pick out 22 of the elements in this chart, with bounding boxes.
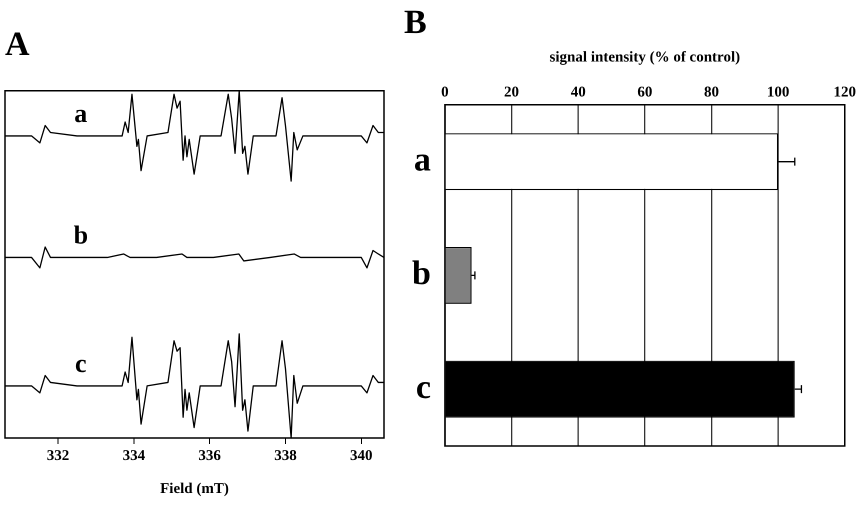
x-axis-title: Field (mT) xyxy=(160,480,229,497)
chart-title: B xyxy=(404,4,427,42)
x-tick-label: 60 xyxy=(637,84,652,101)
x-tick-label: 0 xyxy=(441,84,449,101)
series-label: c xyxy=(75,348,87,378)
x-tick-label: 338 xyxy=(274,448,297,464)
y-tick-label: b xyxy=(412,255,431,292)
x-tick-label: 100 xyxy=(766,84,790,101)
y-tick-label: a xyxy=(414,141,431,178)
x-tick-label: 332 xyxy=(46,448,70,464)
x-tick-label: 120 xyxy=(834,84,856,101)
x-axis-title: signal intensity (% of control) xyxy=(550,50,740,66)
x-tick-label: 336 xyxy=(198,448,222,464)
x-tick-label: 334 xyxy=(122,448,146,464)
x-tick-label: 40 xyxy=(570,84,586,101)
series-label: a xyxy=(74,98,88,128)
x-tick-label: 80 xyxy=(704,84,719,101)
x-tick-label: 340 xyxy=(350,448,373,464)
chart-title: A xyxy=(5,26,30,64)
y-tick-label: c xyxy=(416,368,431,406)
series-label: b xyxy=(74,220,88,250)
x-tick-label: 20 xyxy=(504,84,520,101)
